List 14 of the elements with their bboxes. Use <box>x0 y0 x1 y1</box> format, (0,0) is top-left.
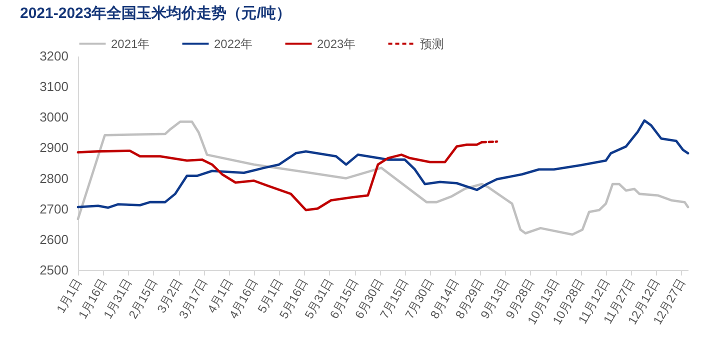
y-tick-label: 2800 <box>40 170 68 186</box>
legend-label: 预测 <box>420 36 444 51</box>
line-series <box>76 119 690 209</box>
legend-label: 2022年 <box>214 36 253 51</box>
y-tick-label: 2900 <box>40 140 68 156</box>
chart-title: 2021-2023年全国玉米均价走势（元/吨） <box>20 5 291 22</box>
y-tick-label: 3000 <box>40 110 68 125</box>
y-tick-label: 2600 <box>40 232 68 247</box>
y-tick-label: 3100 <box>40 79 68 94</box>
legend-label: 2021年 <box>111 36 150 51</box>
y-tick-label: 2700 <box>40 201 68 216</box>
legend-label: 2023年 <box>317 36 356 51</box>
y-tick-label: 2500 <box>40 262 68 278</box>
y-tick-label: 3200 <box>40 48 68 64</box>
